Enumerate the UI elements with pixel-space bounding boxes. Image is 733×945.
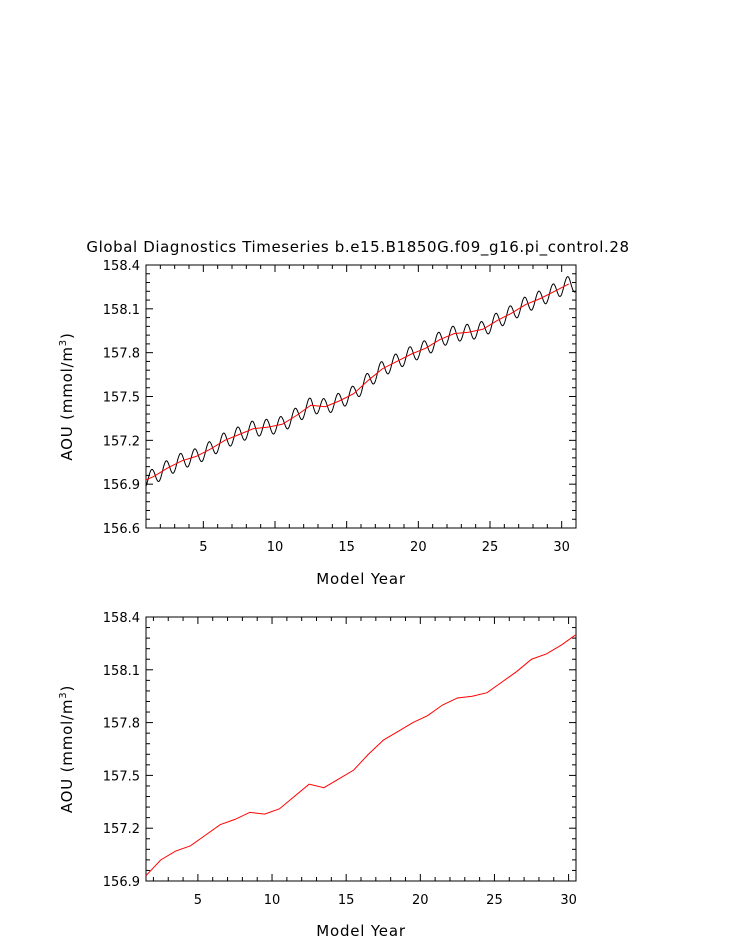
x-axis-label: Model Year — [316, 570, 406, 588]
top-panel: 5 10 15 20 25 30 156.6 156.9 157.2 157.5 157.8 158.… — [58, 259, 577, 588]
y-tick-label: 156.9 — [103, 478, 140, 493]
x-tick-label: 15 — [338, 540, 355, 555]
y-tick-label: 158.4 — [103, 611, 140, 626]
y-tick-label: 157.8 — [103, 717, 140, 732]
bottom-panel: 5 10 15 20 25 30 156.9 157.2 157.5 157.8 158.1 158.… — [58, 611, 577, 940]
x-tick-label: 20 — [410, 540, 427, 555]
x-tick-label: 10 — [264, 893, 281, 908]
plot-frame — [145, 616, 577, 882]
chart-title: Global Diagnostics Timeseries b.e15.B185… — [86, 238, 629, 257]
y-tick-label: 158.4 — [103, 259, 140, 274]
x-tick-label: 20 — [412, 893, 429, 908]
x-tick-label: 30 — [553, 540, 570, 555]
annual-mean-series-line — [145, 634, 577, 877]
x-tick-label: 10 — [267, 540, 284, 555]
y-tick-label: 157.8 — [103, 347, 140, 362]
y-tick-label: 157.5 — [103, 769, 140, 784]
y-tick-label: 156.6 — [103, 522, 140, 537]
y-tick-label: 156.9 — [103, 875, 140, 890]
x-tick-label: 25 — [486, 893, 503, 908]
plot-frame — [145, 264, 577, 529]
x-tick-label: 15 — [338, 893, 355, 908]
y-tick-label: 157.2 — [103, 822, 140, 837]
x-tick-label: 25 — [482, 540, 499, 555]
y-tick-label: 157.2 — [103, 434, 140, 449]
y-tick-label: 158.1 — [103, 303, 140, 318]
x-axis-label: Model Year — [316, 922, 406, 940]
y-axis-label: AOU (mmol/m3) — [58, 685, 76, 813]
monthly-series-line — [145, 276, 577, 487]
y-tick-label: 157.5 — [103, 391, 140, 406]
annual-mean-series-line — [145, 283, 570, 481]
x-tick-label: 5 — [199, 540, 207, 555]
x-tick-label: 5 — [194, 893, 202, 908]
y-axis-label: AOU (mmol/m3) — [58, 332, 76, 460]
y-tick-label: 158.1 — [103, 664, 140, 679]
x-tick-label: 30 — [560, 893, 577, 908]
